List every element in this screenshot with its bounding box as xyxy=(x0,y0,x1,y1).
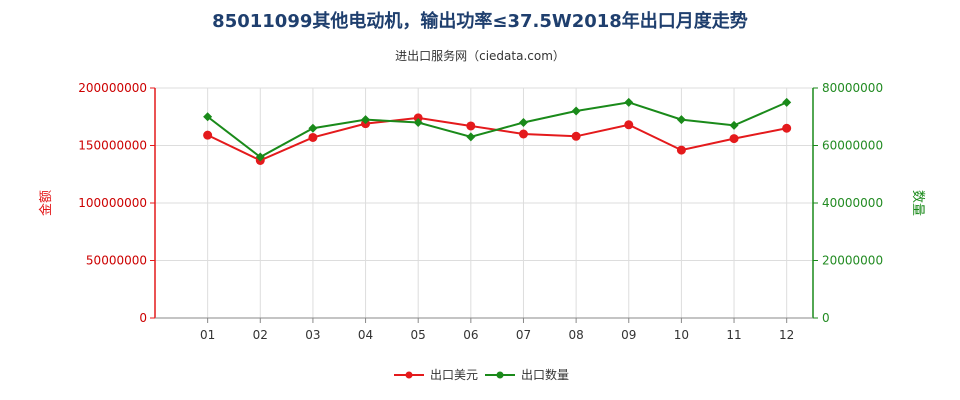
chart-subtitle: 进出口服务网（ciedata.com） xyxy=(395,48,565,63)
y-right-tick-label: 20000000 xyxy=(822,254,883,268)
series-point-0[interactable] xyxy=(571,131,581,141)
y-right-tick-label: 60000000 xyxy=(822,139,883,153)
axes xyxy=(150,87,818,323)
x-tick-label: 12 xyxy=(779,328,794,342)
series-point-1[interactable] xyxy=(729,120,739,130)
series-point-0[interactable] xyxy=(729,134,739,144)
legend-marker-export-qty xyxy=(496,371,504,379)
legend-item-export-usd[interactable]: 出口美元 xyxy=(394,368,478,382)
x-tick-label: 09 xyxy=(621,328,636,342)
x-tick-label: 07 xyxy=(516,328,531,342)
series-point-1[interactable] xyxy=(571,106,581,116)
series-line-1 xyxy=(207,101,788,159)
y-left-tick-label: 50000000 xyxy=(86,254,147,268)
series-point-0[interactable] xyxy=(413,113,423,123)
y-left-tick-label: 100000000 xyxy=(78,196,147,210)
y-left-axis-title: 金额 xyxy=(38,190,54,216)
y-right-tick-label: 80000000 xyxy=(822,81,883,95)
series-point-0[interactable] xyxy=(782,123,792,133)
x-tick-label: 10 xyxy=(674,328,689,342)
series-point-1[interactable] xyxy=(782,97,792,107)
legend-label-export-qty: 出口数量 xyxy=(521,367,569,382)
y-right-axis-title: 数量 xyxy=(910,190,925,216)
series-point-1[interactable] xyxy=(203,112,213,122)
y-left-tick-label: 150000000 xyxy=(78,139,147,153)
chart-title: 85011099其他电动机，输出功率≤37.5W2018年出口月度走势 xyxy=(212,10,748,32)
series-point-1[interactable] xyxy=(308,123,318,133)
series-point-1[interactable] xyxy=(676,115,686,125)
x-tick-label: 11 xyxy=(726,328,741,342)
x-tick-label: 04 xyxy=(358,328,373,342)
y-right-tick-label: 0 xyxy=(822,311,830,325)
series-point-1[interactable] xyxy=(413,118,423,127)
x-tick-label: 08 xyxy=(568,328,583,342)
legend-label-export-usd: 出口美元 xyxy=(430,368,478,382)
x-tick-label: 06 xyxy=(463,328,478,342)
series-point-1[interactable] xyxy=(624,97,634,107)
series-point-0[interactable] xyxy=(466,121,476,131)
series-point-0[interactable] xyxy=(203,130,213,140)
y-right-tick-label: 40000000 xyxy=(822,196,883,210)
legend-marker-export-usd xyxy=(405,371,413,379)
series-point-1[interactable] xyxy=(255,152,265,162)
series-layer xyxy=(203,97,792,165)
series-point-0[interactable] xyxy=(308,132,318,142)
series-point-1[interactable] xyxy=(518,118,528,127)
x-tick-label: 02 xyxy=(253,328,268,342)
y-left-tick-label: 200000000 xyxy=(78,81,147,95)
series-point-0[interactable] xyxy=(676,145,686,155)
series-point-0[interactable] xyxy=(518,129,528,139)
series-point-1[interactable] xyxy=(361,115,371,125)
series-point-0[interactable] xyxy=(624,120,634,130)
legend-item-export-qty[interactable]: 出口数量 xyxy=(485,367,569,382)
x-tick-label: 05 xyxy=(411,328,426,342)
x-tick-label: 01 xyxy=(200,328,215,342)
y-left-tick-label: 0 xyxy=(139,311,147,325)
tick-labels: 0 0 50000000 20000000 100000000 40000000 15000… xyxy=(78,81,883,342)
series-point-1[interactable] xyxy=(466,132,476,142)
legend: 出口美元 出口数量 xyxy=(394,367,569,382)
x-tick-label: 03 xyxy=(305,328,320,342)
